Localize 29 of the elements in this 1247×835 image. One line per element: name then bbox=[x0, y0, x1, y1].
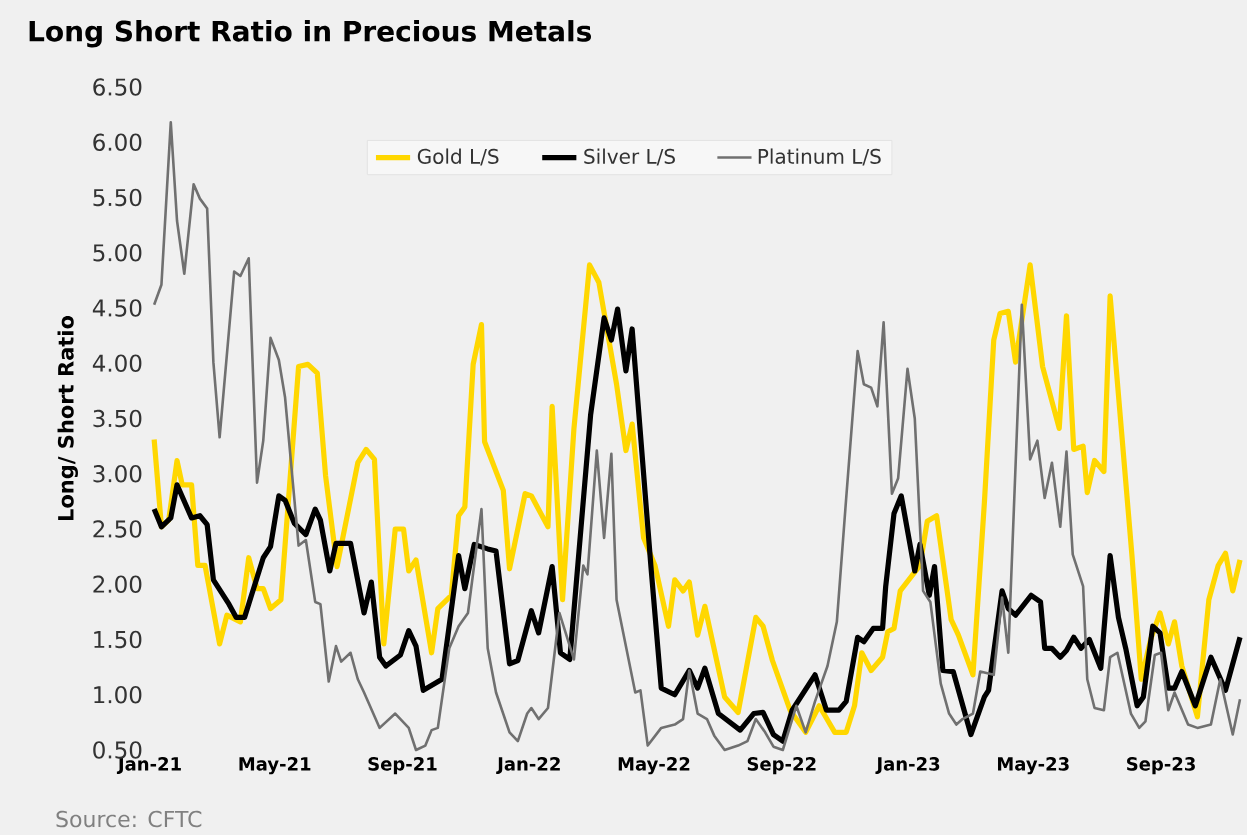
legend-label: Gold L/S bbox=[417, 148, 499, 166]
line-series bbox=[152, 121, 1242, 752]
y-tick-label: 0.50 bbox=[93, 741, 142, 759]
source-note: Source: CFTC bbox=[56, 810, 202, 828]
y-tick-label: 4.50 bbox=[92, 299, 142, 317]
y-tick-label: 3.50 bbox=[93, 409, 142, 428]
y-tick-label: 2.50 bbox=[93, 520, 142, 538]
x-tick-label: May-23 bbox=[998, 757, 1069, 775]
x-tick-label: May-21 bbox=[239, 757, 311, 775]
x-tick-label: May-22 bbox=[618, 757, 690, 775]
x-tick-label: Jan-23 bbox=[875, 757, 940, 775]
y-tick-label: 1.50 bbox=[94, 630, 142, 649]
y-tick-label: 1.00 bbox=[94, 686, 142, 704]
y-tick-label: 2.00 bbox=[93, 575, 142, 593]
y-tick-label: 5.00 bbox=[93, 244, 142, 262]
x-tick-label: Sep-22 bbox=[747, 757, 816, 775]
chart-title: Long Short Ratio in Precious Metals bbox=[29, 20, 592, 48]
x-tick-label: Jan-22 bbox=[496, 757, 560, 775]
x-tick-label: Sep-21 bbox=[368, 757, 437, 775]
y-tick-label: 6.50 bbox=[93, 78, 142, 96]
legend-label: Platinum L/S bbox=[758, 148, 881, 166]
y-axis-title: Long/ Short Ratio bbox=[57, 315, 78, 521]
legend-label: Silver L/S bbox=[584, 148, 675, 166]
y-tick-label: 3.00 bbox=[93, 465, 142, 483]
y-tick-label: 4.00 bbox=[92, 354, 142, 372]
y-tick-label: 5.50 bbox=[93, 188, 142, 207]
y-tick-label: 6.00 bbox=[93, 133, 142, 151]
x-tick-label: Sep-23 bbox=[1127, 757, 1195, 775]
x-tick-label: Jan-21 bbox=[116, 757, 181, 775]
